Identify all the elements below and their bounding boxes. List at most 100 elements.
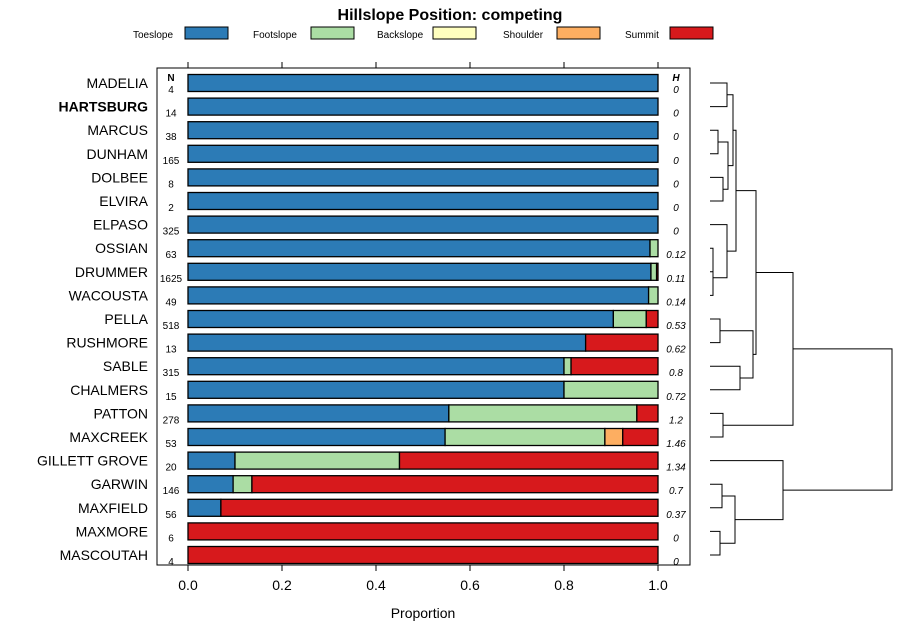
row-label: SABLE xyxy=(103,358,148,374)
n-value: 8 xyxy=(168,179,174,190)
h-value: 1.2 xyxy=(669,415,683,426)
h-value: 0.37 xyxy=(666,510,686,521)
bar-segment-toeslope xyxy=(187,427,446,447)
row-garwin: GARWIN 146 0.7 xyxy=(91,475,683,497)
bar-segment-summit xyxy=(187,545,659,565)
bar-segment-summit xyxy=(187,522,659,541)
row-label: RUSHMORE xyxy=(66,335,148,351)
n-value: 518 xyxy=(163,321,180,332)
bar-segment-footslope xyxy=(563,380,659,399)
dendrogram-link xyxy=(710,318,721,344)
n-value: 56 xyxy=(165,510,177,521)
bar-segment-footslope xyxy=(444,427,606,447)
row-hartsburg: HARTSBURG 14 0 xyxy=(59,97,679,120)
dendrogram-link xyxy=(710,82,728,108)
bar-segment-summit xyxy=(645,309,659,329)
h-value: 0.11 xyxy=(667,274,686,285)
bar-segment-footslope xyxy=(647,286,659,305)
n-value: 165 xyxy=(163,156,180,167)
bar-segment-toeslope xyxy=(187,451,236,470)
h-value: 0.8 xyxy=(669,368,683,379)
h-value: 0.72 xyxy=(666,392,686,403)
row-gillett-grove: GILLETT GROVE 20 1.34 xyxy=(37,451,686,474)
bar-segment-toeslope xyxy=(187,286,650,305)
n-value: 13 xyxy=(165,345,177,356)
n-value: 14 xyxy=(165,109,177,120)
h-value: 0 xyxy=(673,109,679,120)
row-label: MAXMORE xyxy=(76,523,148,539)
row-label: MASCOUTAH xyxy=(60,547,148,563)
row-label: MAXFIELD xyxy=(78,500,148,516)
h-value: 0 xyxy=(673,557,679,568)
x-tick-label: 0.6 xyxy=(460,577,480,593)
row-label: WACOUSTA xyxy=(69,287,149,303)
x-tick-label: 0.8 xyxy=(554,577,574,593)
plot-frame xyxy=(156,67,691,566)
h-value: 0.62 xyxy=(666,345,686,356)
legend-label-footslope: Footslope xyxy=(253,30,297,41)
x-tick-label: 0.0 xyxy=(178,577,198,593)
bar-segment-footslope xyxy=(234,451,401,470)
h-column-header: H xyxy=(672,73,680,84)
n-value: 15 xyxy=(165,392,177,403)
dendrogram-link xyxy=(710,483,723,509)
bar-segment-summit xyxy=(570,357,659,376)
legend-swatch-summit xyxy=(669,26,714,40)
row-label: MADELIA xyxy=(87,75,149,91)
bar-segment-toeslope xyxy=(187,404,450,423)
row-label: PELLA xyxy=(104,311,148,327)
legend-label-toeslope: Toeslope xyxy=(133,30,173,41)
bar-segment-toeslope xyxy=(187,333,587,352)
row-label: MARCUS xyxy=(87,122,148,138)
n-value: 6 xyxy=(168,533,174,544)
n-value: 63 xyxy=(165,250,177,261)
h-value: 0.7 xyxy=(669,486,683,497)
bar-segment-toeslope xyxy=(187,191,659,211)
legend-swatch-shoulder xyxy=(556,26,601,40)
bar-segment-toeslope xyxy=(187,309,615,329)
x-axis-label: Proportion xyxy=(391,605,456,621)
legend-swatch-footslope xyxy=(310,26,355,40)
legend-swatch-toeslope xyxy=(184,26,229,40)
row-elvira: ELVIRA 2 0 xyxy=(99,191,679,214)
h-value: 0.53 xyxy=(666,321,686,332)
chart-title: Hillslope Position: competing xyxy=(338,7,563,24)
n-value: 53 xyxy=(165,439,177,450)
x-tick-label: 1.0 xyxy=(648,577,668,593)
dendrogram-link xyxy=(783,348,893,491)
bar-segment-footslope xyxy=(448,404,638,423)
h-value: 0 xyxy=(673,85,679,96)
dendrogram-link xyxy=(736,190,757,355)
row-pella: PELLA 518 0.53 xyxy=(104,309,686,332)
x-axis: 0.0 0.2 0.4 0.6 0.8 1.0 xyxy=(178,62,668,593)
h-value: 0 xyxy=(673,203,679,214)
bar-segment-toeslope xyxy=(187,144,659,163)
bar-segment-summit xyxy=(251,475,659,494)
h-value: 1.46 xyxy=(666,439,686,450)
x-tick-label: 0.2 xyxy=(272,577,292,593)
row-sable: SABLE 315 0.8 xyxy=(103,357,683,379)
row-elpaso: ELPASO 325 0 xyxy=(93,215,679,238)
n-value: 146 xyxy=(163,486,180,497)
n-value: 49 xyxy=(165,297,177,308)
row-maxfield: MAXFIELD 56 0.37 xyxy=(78,498,686,521)
bar-segment-toeslope xyxy=(187,215,659,234)
h-value: 0 xyxy=(673,132,679,143)
h-value: 0 xyxy=(673,156,679,167)
row-label: HARTSBURG xyxy=(59,99,149,115)
legend-label-summit: Summit xyxy=(625,30,659,41)
bar-segment-toeslope xyxy=(187,239,651,258)
n-value: 278 xyxy=(163,415,180,426)
h-value: 0.12 xyxy=(666,250,686,261)
row-label: MAXCREEK xyxy=(69,429,148,445)
bar-segment-footslope xyxy=(232,475,253,494)
row-drummer: DRUMMER 1625 0.11 xyxy=(75,262,686,285)
legend-label-shoulder: Shoulder xyxy=(503,30,544,41)
row-wacousta: WACOUSTA 49 0.14 xyxy=(69,286,686,308)
bar-segment-footslope xyxy=(650,262,658,281)
bar-segment-footslope xyxy=(563,357,572,376)
dendrogram-link xyxy=(710,260,714,296)
h-value: 0 xyxy=(673,533,679,544)
row-label: PATTON xyxy=(94,405,148,421)
